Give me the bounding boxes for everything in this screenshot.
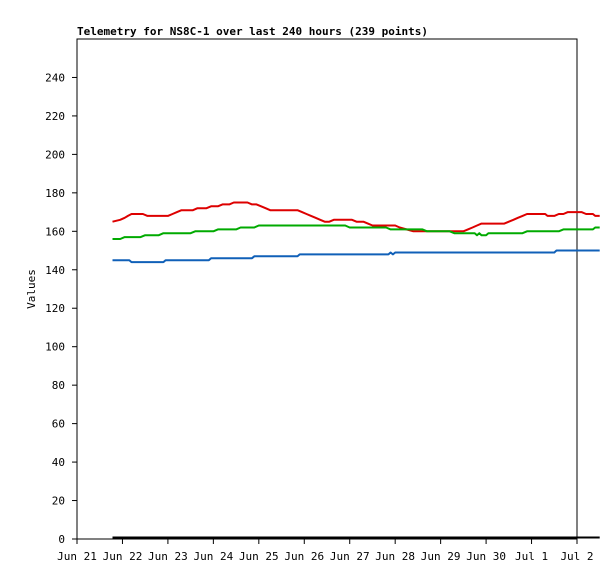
x-tick-label: Jun 21 bbox=[57, 550, 97, 563]
y-tick-label: 200 bbox=[45, 148, 65, 161]
x-tick-label: Jun 26 bbox=[284, 550, 324, 563]
x-axis-ticks: Jun 21 Jun 22 Jun 23 Jun 24 Jun 25 Jun 26 Jun … bbox=[57, 539, 594, 563]
y-tick-label: 20 bbox=[52, 495, 65, 508]
x-tick-label: Jun 25 bbox=[239, 550, 279, 563]
x-tick-label: Jun 22 bbox=[103, 550, 143, 563]
x-tick-label: Jun 27 bbox=[330, 550, 370, 563]
series-line-3 bbox=[112, 249, 600, 264]
x-tick-label: Jun 28 bbox=[375, 550, 415, 563]
x-tick-label: Jun 29 bbox=[421, 550, 461, 563]
y-tick-label: 60 bbox=[52, 418, 65, 431]
y-tick-label: 220 bbox=[45, 110, 65, 123]
y-axis-ticks: 0 20 40 60 80 100 120 140 160 180 200 220 240 bbox=[45, 71, 77, 546]
x-tick-label: Jun 24 bbox=[193, 550, 233, 563]
series-line-1 bbox=[112, 201, 600, 233]
y-tick-label: 40 bbox=[52, 456, 65, 469]
y-tick-label: 120 bbox=[45, 302, 65, 315]
x-tick-label: Jul 2 bbox=[560, 550, 593, 563]
y-tick-label: 80 bbox=[52, 379, 65, 392]
y-tick-label: 240 bbox=[45, 71, 65, 84]
plot-area-frame bbox=[76, 38, 578, 540]
y-tick-label: 100 bbox=[45, 341, 65, 354]
y-tick-label: 140 bbox=[45, 264, 65, 277]
series-layer bbox=[112, 201, 600, 539]
chart-title: Telemetry for NS8C-1 over last 240 hours… bbox=[77, 25, 428, 38]
x-tick-label: Jul 1 bbox=[515, 550, 548, 563]
series-line-2 bbox=[112, 224, 600, 240]
y-tick-label: 160 bbox=[45, 225, 65, 238]
y-axis-label: Values bbox=[25, 269, 38, 309]
x-tick-label: Jun 23 bbox=[148, 550, 188, 563]
y-tick-label: 180 bbox=[45, 187, 65, 200]
x-tick-label: Jun 30 bbox=[466, 550, 506, 563]
y-tick-label: 0 bbox=[58, 533, 65, 546]
